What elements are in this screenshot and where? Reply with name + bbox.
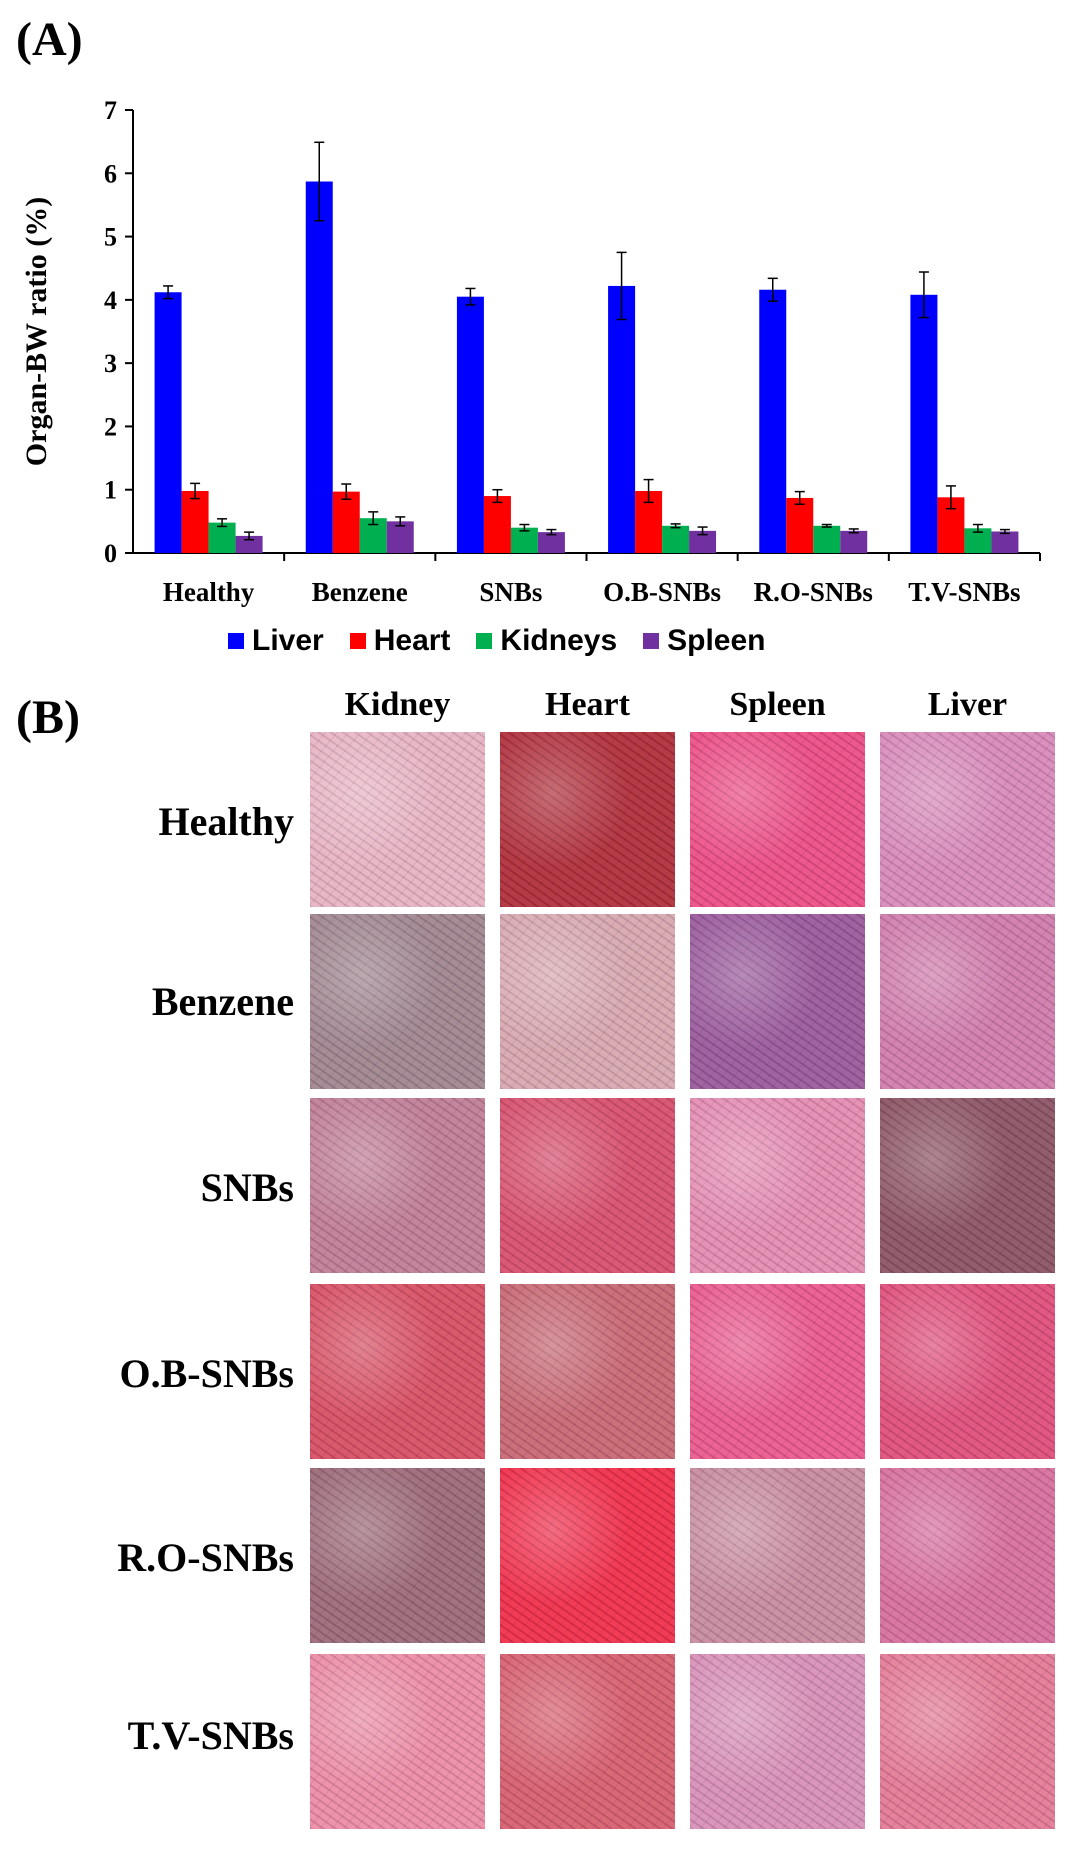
bar-spleen [386,521,414,553]
row-label-healthy: Healthy [158,799,294,844]
x-category-label: SNBs [479,577,542,607]
bar-heart [483,496,511,553]
column-header-heart: Heart [545,686,630,723]
y-tick-label: 4 [104,286,117,315]
x-category-label: O.B-SNBs [603,577,721,607]
column-header-liver: Liver [927,686,1008,723]
bar-spleen [689,530,717,553]
y-tick-label: 1 [104,476,117,505]
bar-heart [332,491,360,553]
histology-image-snbs-liver [880,1098,1055,1273]
histology-image-healthy-kidney [310,732,485,907]
legend-swatch-kidneys [476,633,493,649]
histology-image-obsnbs-spleen [690,1284,865,1459]
bar-kidneys [208,522,236,553]
bar-liver [759,289,787,553]
bar-heart [181,490,209,553]
histology-image-rosnbs-kidney [310,1468,485,1643]
column-header-kidney: Kidney [344,686,451,723]
legend-label-kidneys: Kidneys [500,624,618,657]
histology-image-snbs-heart [500,1098,675,1273]
legend-item-heart: Heart [349,624,451,658]
histology-image-tvsnbs-heart [500,1654,675,1829]
y-tick-label: 2 [104,412,117,441]
row-label-snbs: SNBs [200,1165,294,1210]
histology-image-tvsnbs-kidney [310,1654,485,1829]
histology-image-healthy-heart [500,732,675,907]
legend-item-liver: Liver [228,624,324,658]
bar-liver [910,294,938,553]
histology-image-benzene-heart [500,914,675,1089]
histology-image-tvsnbs-spleen [690,1654,865,1829]
histology-image-snbs-spleen [690,1098,865,1273]
bar-spleen [537,532,565,553]
bar-kidneys [662,525,690,553]
bar-kidneys [813,525,841,553]
x-category-label: Healthy [163,577,255,607]
bar-spleen [235,535,263,553]
histology-image-tvsnbs-liver [880,1654,1055,1829]
histology-image-healthy-liver [880,732,1055,907]
histology-image-benzene-kidney [310,914,485,1089]
row-label-benzene: Benzene [151,979,294,1024]
histology-image-obsnbs-kidney [310,1284,485,1459]
y-tick-label: 7 [104,96,117,125]
y-tick-label: 5 [104,223,117,252]
row-label-ob-snbs: O.B-SNBs [119,1351,295,1396]
bar-liver [154,292,182,553]
y-tick-label: 0 [104,539,117,568]
histology-image-healthy-spleen [690,732,865,907]
panel-b-label: (B) [16,691,80,744]
x-category-label: R.O-SNBs [754,577,873,607]
bar-heart [786,497,814,553]
bar-liver [456,296,484,553]
legend-swatch-spleen [643,633,660,649]
legend-swatch-heart [349,633,366,649]
row-label-ro-snbs: R.O-SNBs [117,1535,294,1580]
bar-liver [305,181,333,553]
histology-image-rosnbs-liver [880,1468,1055,1643]
chart-legend: Liver Heart Kidneys Spleen [228,624,766,658]
x-category-label: T.V-SNBs [908,577,1020,607]
row-label-tv-snbs: T.V-SNBs [127,1713,294,1758]
legend-label-liver: Liver [252,624,324,657]
y-tick-label: 6 [104,159,117,188]
histology-image-benzene-spleen [690,914,865,1089]
y-axis-label: Organ-BW ratio (%) [20,197,53,466]
bar-spleen [840,530,868,553]
legend-label-spleen: Spleen [667,624,766,657]
bar-kidneys [510,527,538,553]
histology-image-benzene-liver [880,914,1055,1089]
y-tick-label: 3 [104,349,117,378]
x-category-label: Benzene [312,577,408,607]
histology-image-obsnbs-heart [500,1284,675,1459]
organ-bw-bar-chart: 0 1 2 3 4 5 6 7 Organ-BW ratio (%) Healthy Benzene… [20,96,1041,607]
histology-image-obsnbs-liver [880,1284,1055,1459]
histology-image-rosnbs-spleen [690,1468,865,1643]
column-header-spleen: Spleen [729,686,826,723]
legend-label-heart: Heart [373,624,451,657]
histology-image-snbs-kidney [310,1098,485,1273]
panel-a-label: (A) [16,13,83,66]
bar-liver [608,285,636,553]
legend-swatch-liver [228,633,244,649]
legend-item-kidneys: Kidneys [476,624,617,658]
bar-spleen [991,531,1019,553]
legend-item-spleen: Spleen [643,624,766,658]
histology-image-rosnbs-heart [500,1468,675,1643]
